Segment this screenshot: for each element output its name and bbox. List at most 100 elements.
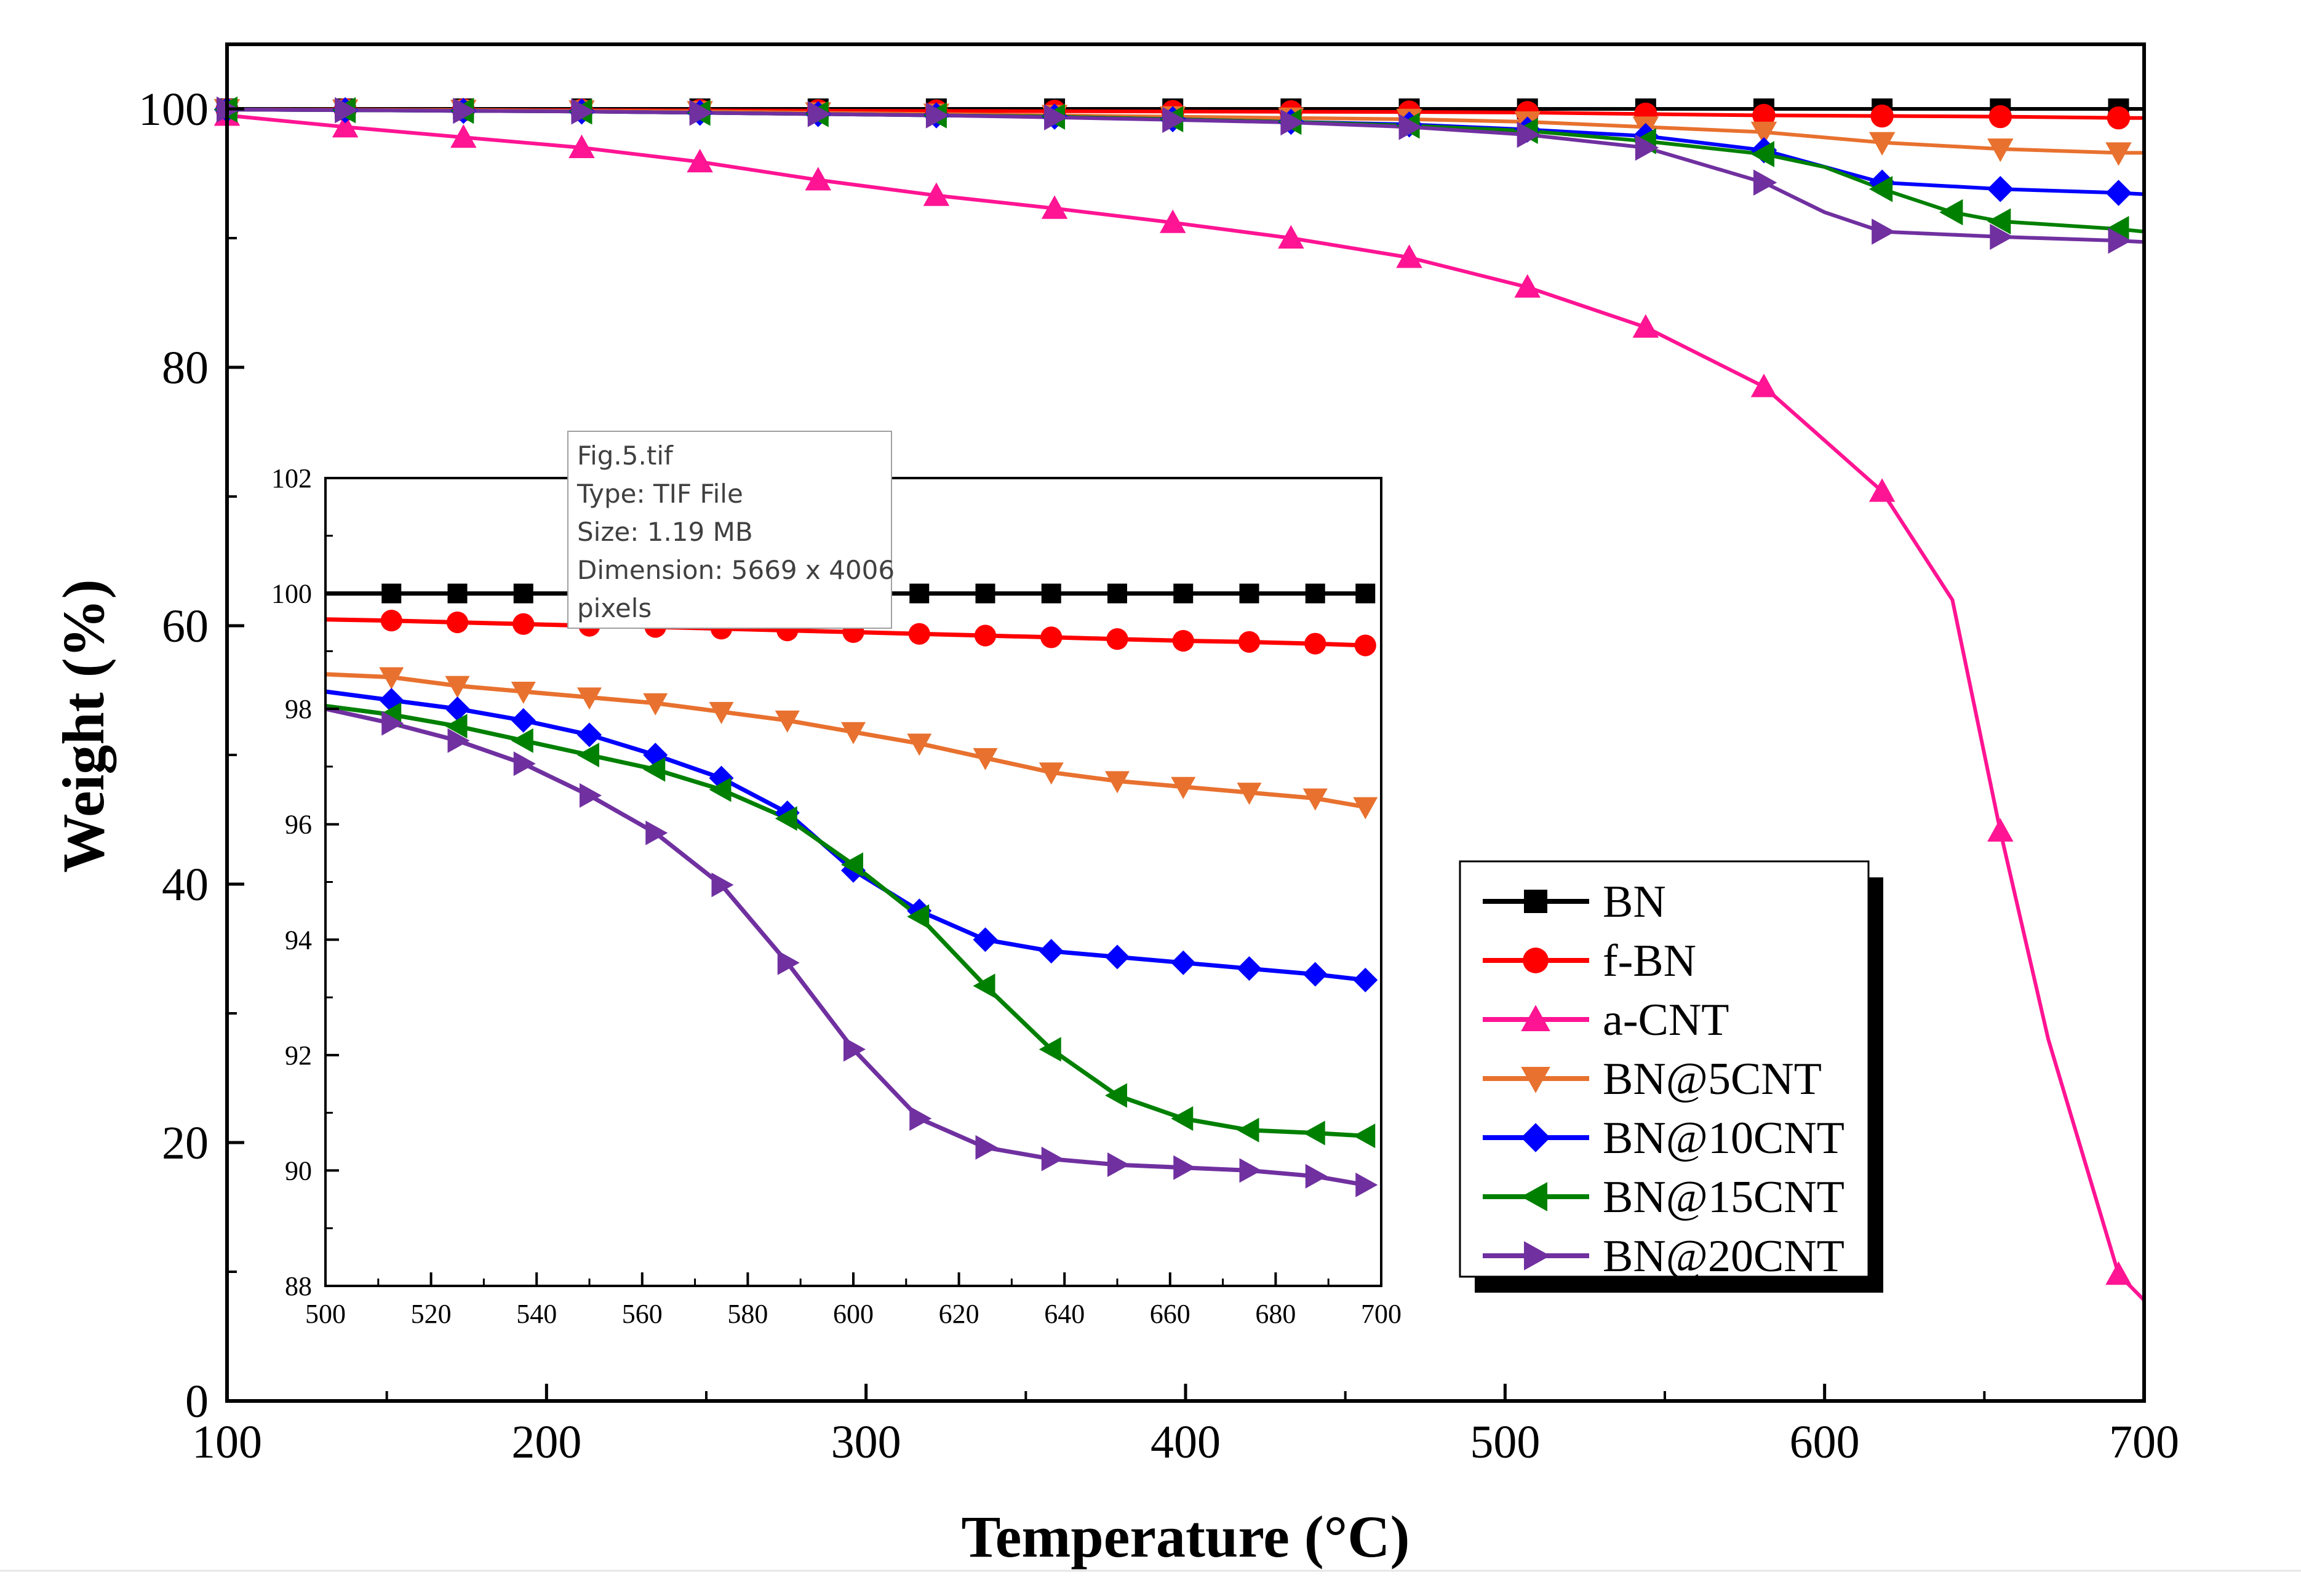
inset-x-tick-label: 600 (833, 1299, 874, 1329)
inset-y-tick-label: 96 (285, 810, 312, 840)
main-line-bn-10cnt (226, 108, 2145, 196)
legend-marker-bn-15cnt (1521, 1182, 1547, 1211)
main-x-tick-label: 500 (1470, 1416, 1540, 1468)
main-y-tick-label: 60 (162, 600, 209, 652)
inset-x-tick-label: 540 (516, 1299, 557, 1329)
inset-marker-f-bn (1354, 634, 1376, 656)
inset-marker-f-bn (1106, 628, 1128, 650)
main-x-tick-label: 300 (831, 1416, 901, 1468)
inset-marker-bn-20cnt (1305, 1163, 1328, 1189)
tooltip-filesize: Size: 1.19 MB (577, 517, 753, 547)
inset-marker-bn-15cnt (445, 714, 468, 739)
tooltip-filename: Fig.5.tif (577, 441, 673, 471)
inset-marker-bn-5cnt (907, 733, 932, 756)
inset-marker-bn-5cnt (1105, 771, 1130, 794)
inset-marker-bn-5cnt (643, 693, 668, 716)
inset-marker-bn-5cnt (577, 687, 602, 710)
main-marker-a-cnt (1868, 478, 1896, 502)
inset-marker-bn-5cnt (775, 710, 800, 733)
inset-marker-bn-20cnt (1239, 1158, 1262, 1183)
main-y-tick-label: 20 (162, 1117, 209, 1169)
main-marker-bn-20cnt (1872, 218, 1896, 245)
inset-marker-bn-5cnt (511, 682, 536, 704)
inset-marker-bn-15cnt (1039, 1037, 1061, 1062)
main-marker-bn-15cnt (2105, 216, 2129, 242)
main-marker-a-cnt (332, 114, 359, 138)
inset-x-tick-label: 520 (411, 1299, 452, 1329)
main-marker-f-bn (1870, 104, 1894, 128)
main-marker-bn-10cnt (1987, 175, 2014, 202)
inset-marker-bn-15cnt (1171, 1106, 1194, 1131)
inset-marker-bn (513, 583, 533, 604)
main-marker-a-cnt (1041, 195, 1068, 219)
main-x-tick-label: 100 (192, 1416, 262, 1468)
inset-marker-bn (447, 583, 468, 604)
tooltip-dimension-unit: pixels (577, 593, 652, 623)
main-marker-a-cnt (1514, 274, 1541, 298)
inset-marker-bn (381, 583, 402, 604)
inset-marker-f-bn (1172, 629, 1194, 652)
inset-marker-f-bn (1040, 626, 1063, 648)
inset-x-tick-label: 700 (1361, 1299, 1402, 1329)
inset-marker-bn-15cnt (907, 904, 930, 929)
inset-marker-bn (1239, 583, 1259, 604)
main-marker-bn-15cnt (1939, 199, 1963, 226)
inset-marker-bn-20cnt (1355, 1172, 1378, 1197)
main-marker-a-cnt (1278, 225, 1304, 249)
inset-marker-bn-5cnt (445, 676, 470, 698)
main-marker-bn-20cnt (807, 101, 832, 127)
inset-marker-bn-5cnt (1039, 762, 1064, 785)
main-x-tick-label: 700 (2109, 1416, 2179, 1468)
main-marker-bn-20cnt (571, 98, 595, 125)
inset-marker-bn-20cnt (381, 711, 404, 736)
inset-marker-bn-5cnt (709, 701, 734, 724)
inset-marker-bn-10cnt (577, 722, 602, 748)
main-marker-bn-5cnt (1987, 138, 2014, 162)
inset-marker-bn-20cnt (1107, 1152, 1130, 1178)
main-y-axis-label: Weight (%) (50, 579, 116, 872)
main-marker-bn-10cnt (2105, 180, 2132, 206)
main-marker-bn-20cnt (1162, 106, 1186, 134)
tooltip-filetype: Type: TIF File (577, 479, 743, 509)
inset-marker-f-bn (908, 623, 930, 645)
inset-marker-bn-10cnt (973, 927, 998, 952)
inset-marker-bn (1173, 583, 1194, 604)
inset-x-tick-label: 680 (1255, 1299, 1296, 1329)
inset-x-tick-label: 620 (939, 1299, 979, 1329)
inset-marker-f-bn (446, 611, 469, 634)
inset-marker-bn-15cnt (577, 743, 599, 768)
main-line-bn-15cnt (226, 108, 2145, 234)
inset-marker-bn-15cnt (643, 757, 666, 782)
inset-marker-bn-5cnt (1353, 797, 1378, 820)
inset-marker-bn (1355, 583, 1376, 604)
inset-marker-bn-15cnt (511, 728, 533, 753)
inset-marker-bn-20cnt (777, 950, 800, 975)
main-marker-a-cnt (1396, 244, 1422, 268)
main-marker-a-cnt (1750, 373, 1777, 397)
inset-x-tick-label: 560 (622, 1299, 663, 1329)
inset-marker-bn (1107, 583, 1127, 604)
inset-marker-bn-15cnt (1237, 1117, 1259, 1143)
inset-x-tick-label: 660 (1150, 1299, 1190, 1329)
main-marker-f-bn (1752, 103, 1776, 127)
inset-marker-f-bn (974, 624, 997, 647)
inset-marker-bn-20cnt (513, 751, 536, 776)
legend-marker-bn-5cnt (1521, 1067, 1550, 1093)
main-marker-bn-20cnt (925, 102, 950, 129)
inset-marker-bn-10cnt (1171, 950, 1196, 975)
legend-label-bn: BN (1603, 877, 1666, 927)
main-marker-bn-5cnt (1868, 132, 1896, 156)
legend-marker-bn (1524, 890, 1547, 913)
inset-marker-bn-15cnt (1302, 1120, 1325, 1146)
main-x-tick-label: 600 (1790, 1416, 1860, 1468)
main-marker-f-bn (1988, 105, 2012, 129)
main-line-a-cnt (226, 113, 2146, 1302)
inset-marker-bn-15cnt (841, 852, 863, 877)
main-marker-bn-20cnt (1990, 223, 2014, 250)
main-x-axis-label: Temperature (°C) (962, 1504, 1410, 1570)
legend-label-bn-15cnt: BN@15CNT (1603, 1172, 1844, 1223)
main-marker-bn-20cnt (1398, 114, 1422, 140)
inset-marker-bn-10cnt (1105, 944, 1130, 970)
inset-marker-bn-10cnt (1353, 967, 1378, 992)
